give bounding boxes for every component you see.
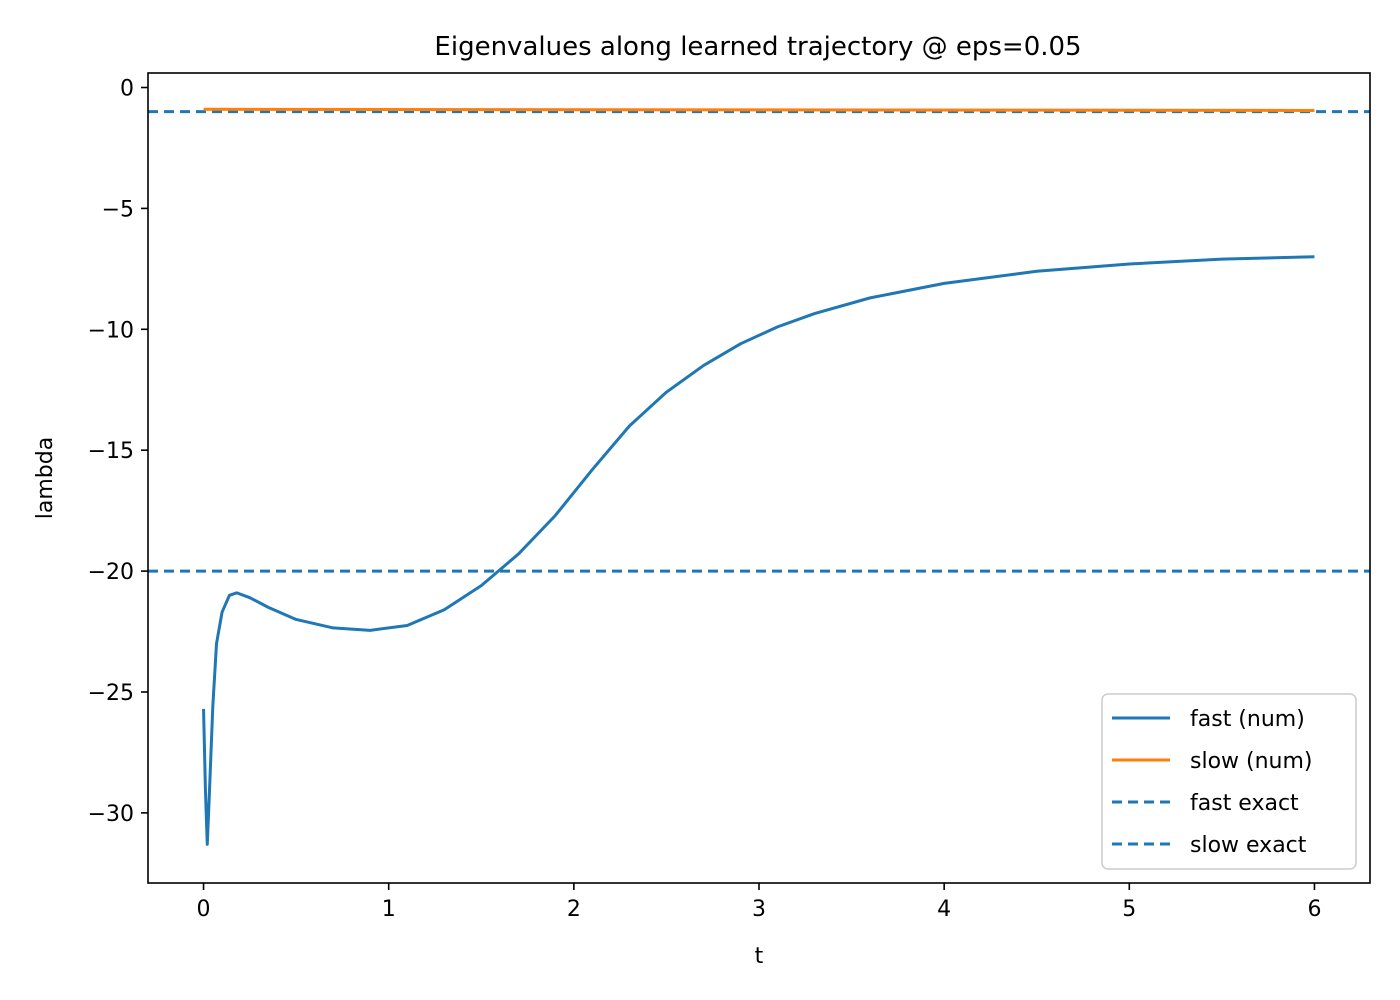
y-tick-label: −30 [88,802,134,827]
legend-label: slow (num) [1190,749,1313,774]
legend-box [1101,693,1357,870]
x-tick-label: 1 [382,897,396,922]
legend-label: fast exact [1190,791,1299,816]
y-tick-label: −20 [88,560,134,585]
y-tick-label: −5 [102,197,134,222]
y-tick-label: −15 [88,439,134,464]
x-tick-label: 2 [567,897,581,922]
y-tick-label: 0 [120,77,134,102]
x-tick-label: 4 [937,897,951,922]
series-layer [148,107,1370,846]
x-tick-label: 0 [197,897,211,922]
series-line-fast-num [202,255,1315,846]
y-axis-label: lambda [33,437,58,519]
legend-label: slow exact [1190,833,1307,858]
legend-label: fast (num) [1190,707,1305,732]
x-axis: 0 1 2 3 4 5 6 [197,883,1321,922]
y-tick-label: −10 [88,318,134,343]
x-tick-label: 3 [752,897,766,922]
x-axis-label: t [755,944,764,969]
legend: fast (num) slow (num) fast exact slow exact [1101,693,1357,870]
chart-title: Eigenvalues along learned trajectory @ e… [434,32,1081,62]
y-tick-label: −25 [88,681,134,706]
series-line-slow-num [203,107,1315,112]
x-tick-label: 6 [1307,897,1321,922]
y-axis: 0 −5 −10 −15 −20 −25 −30 [88,77,148,827]
x-tick-label: 5 [1122,897,1136,922]
